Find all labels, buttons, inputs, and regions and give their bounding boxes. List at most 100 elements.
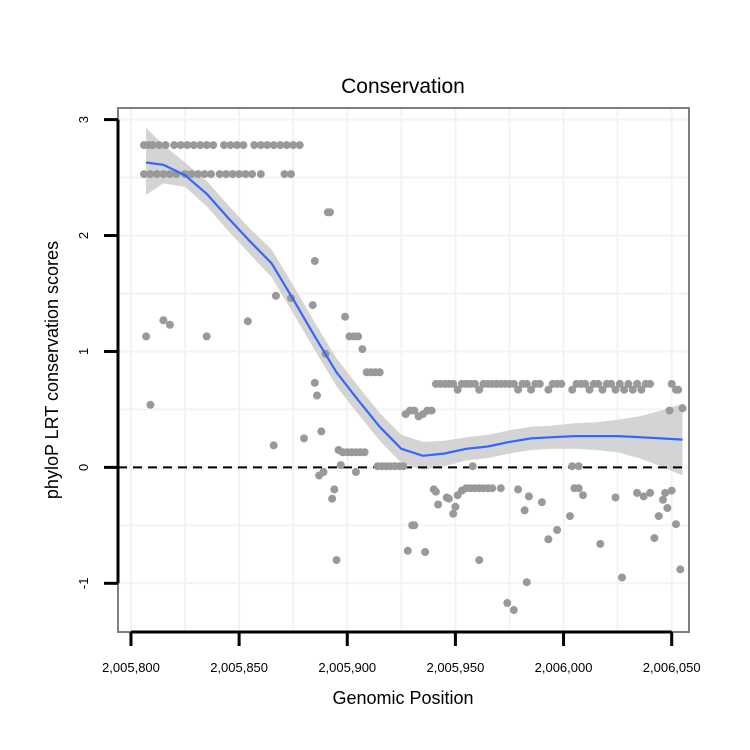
data-point [665,406,674,415]
data-point [574,484,583,493]
data-point [568,385,577,394]
data-point [159,170,168,179]
data-point [317,427,326,436]
data-point [568,462,577,471]
data-point [618,573,626,582]
data-point [468,462,477,471]
data-point [615,379,624,388]
x-tick-label: 2,005,850 [210,660,268,675]
data-point [289,141,298,150]
data-point [537,498,546,507]
data-point [661,488,670,497]
data-point [319,468,328,476]
data-point [624,379,633,388]
data-point [594,379,603,388]
data-point [475,385,484,394]
data-point [574,462,583,471]
data-point [256,141,265,150]
data-point [674,385,683,394]
data-point [235,170,244,179]
data-point [256,170,265,179]
data-point [444,494,453,503]
data-point [269,141,278,150]
data-point [313,391,321,400]
data-point [207,170,215,179]
data-point [663,504,672,512]
data-point [527,385,536,394]
data-point [514,385,523,394]
x-tick-label: 2,006,050 [643,660,701,675]
data-point [226,141,235,150]
data-point [522,578,531,587]
data-point [250,141,259,150]
data-point [183,141,192,150]
data-point [403,546,412,555]
data-point [553,526,562,534]
data-point [241,170,250,179]
data-point [165,320,174,329]
data-point [328,494,337,503]
data-point [544,535,553,544]
data-point [514,485,523,494]
data-point [165,170,174,179]
data-point [535,379,544,388]
data-point [611,385,620,394]
data-point [326,208,334,217]
data-point [628,385,637,394]
data-point [161,141,170,150]
data-point [200,170,209,179]
data-point [659,495,667,504]
data-point [308,301,317,310]
data-point [557,379,566,388]
data-point [360,448,369,457]
data-point [142,332,151,341]
data-point [146,400,155,409]
y-tick-label: -1 [76,578,91,590]
data-point [155,141,164,150]
data-point [520,506,529,515]
y-tick-label: 1 [76,348,91,355]
data-point [633,379,642,388]
data-point [611,493,620,502]
data-point [596,539,605,548]
data-point [243,317,252,326]
y-tick-label: 2 [76,232,91,239]
y-axis-title: phyloP LRT conservation scores [42,241,62,499]
data-point [159,316,168,325]
x-tick-label: 2,005,800 [102,660,160,675]
data-point [332,556,341,565]
data-point [269,441,278,450]
data-point [434,500,443,509]
data-point [152,170,161,179]
data-point [449,509,458,518]
x-tick-label: 2,005,900 [318,660,376,675]
y-tick-label: 3 [76,116,91,123]
data-point [300,434,308,443]
data-point [295,141,304,150]
y-tick-label: 0 [76,464,91,471]
data-point [667,486,676,495]
data-point [503,599,512,607]
data-point [524,492,533,501]
data-point [239,141,248,150]
data-point [220,141,228,150]
data-point [282,141,291,150]
data-point [431,487,440,496]
data-point [263,141,272,150]
data-point [202,332,211,341]
data-point [598,385,607,394]
data-point [140,170,148,179]
data-point [509,606,518,614]
data-point [607,379,616,388]
data-point [271,291,280,300]
data-point [228,170,237,179]
data-point [427,406,436,415]
data-point [667,379,676,388]
smooth-trend-line [145,161,683,457]
data-point [646,379,655,388]
data-point [330,485,339,494]
data-point [146,170,155,179]
data-point [248,170,257,179]
data-point [148,141,157,150]
data-point [341,312,350,321]
